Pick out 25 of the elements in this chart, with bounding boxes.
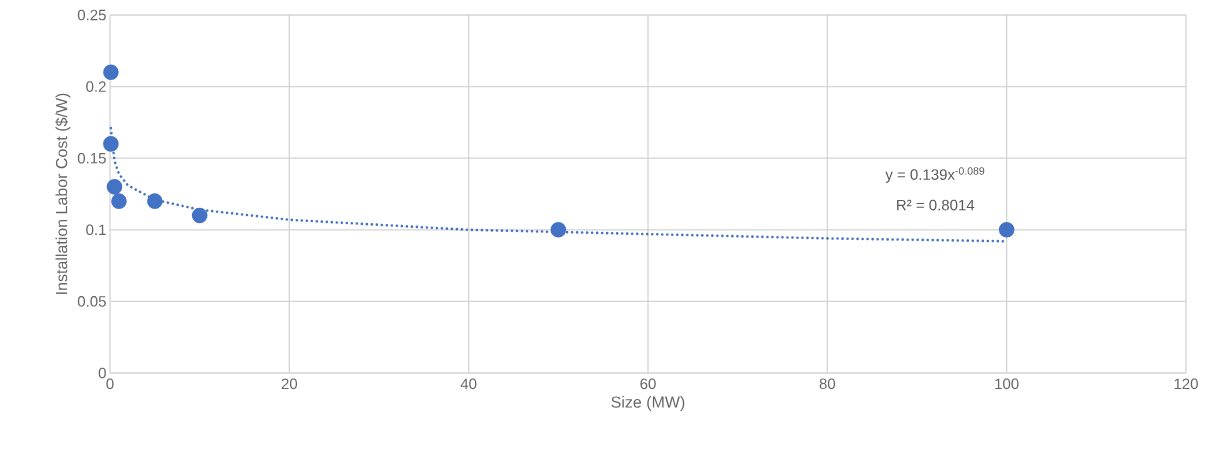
point bbox=[103, 64, 119, 81]
point bbox=[998, 222, 1015, 238]
y-tick-label: 0.25 bbox=[77, 9, 106, 21]
x-tick-label: 0 bbox=[106, 378, 114, 390]
y-tick-label: 0 bbox=[98, 367, 106, 379]
x-tick-label: 100 bbox=[995, 378, 1019, 390]
annotation: y = 0.139x$^{-0.089}$ bbox=[885, 167, 985, 183]
point bbox=[147, 193, 163, 209]
x-tick-label: 20 bbox=[281, 378, 298, 390]
x-tick-label: 80 bbox=[819, 378, 836, 390]
point bbox=[191, 207, 208, 224]
y-tick-label: 0.2 bbox=[86, 81, 106, 92]
annotation: R² = 0.8014 bbox=[897, 199, 975, 211]
point bbox=[103, 136, 119, 152]
point bbox=[106, 179, 123, 195]
y-tick-label: 0.05 bbox=[77, 296, 106, 307]
x-axis-title: Size (MW) bbox=[611, 396, 685, 411]
point bbox=[111, 193, 127, 209]
y-tick-label: 0.15 bbox=[77, 152, 106, 164]
y-tick-label: 0.1 bbox=[86, 224, 106, 236]
x-tick-label: 120 bbox=[1174, 378, 1198, 390]
y-axis-title: Installation Labor Cost ($/W) bbox=[55, 93, 71, 294]
x-tick-label: 60 bbox=[640, 378, 656, 390]
x-tick-label: 40 bbox=[460, 378, 477, 390]
point bbox=[550, 222, 567, 238]
